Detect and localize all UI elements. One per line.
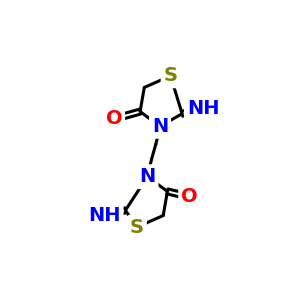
Text: N: N (152, 117, 168, 136)
Text: S: S (130, 218, 144, 237)
Text: N: N (139, 167, 156, 186)
Text: NH: NH (187, 99, 219, 118)
Text: S: S (164, 66, 178, 85)
Text: NH: NH (88, 206, 121, 225)
Text: O: O (181, 187, 198, 206)
Text: O: O (106, 110, 122, 128)
